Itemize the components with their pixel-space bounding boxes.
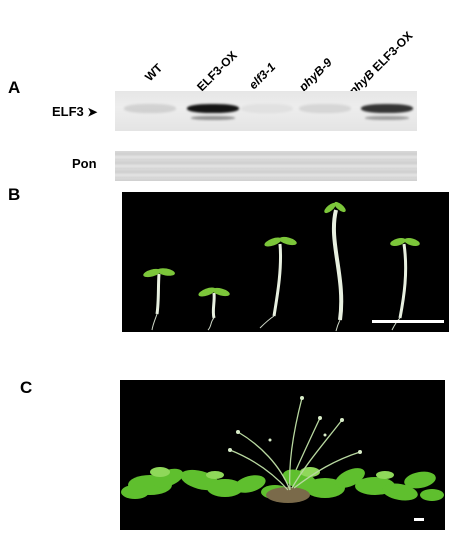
elf3-band: [187, 104, 239, 113]
elf3-band: [241, 104, 293, 113]
arrow-right-icon: ➤: [87, 105, 98, 119]
seedling-elf3-ox: [198, 287, 230, 331]
ponceau-blot: [115, 151, 417, 181]
elf3-secondary-band: [365, 116, 409, 120]
lane-label-phyb-9: phyB-9: [296, 55, 335, 94]
elf3-band: [361, 104, 413, 113]
scale-bar-c: [414, 518, 424, 521]
elf3-row-label: ELF3 ➤: [52, 104, 98, 119]
scale-bar-b: [372, 320, 444, 323]
seedling-wt: [143, 268, 175, 331]
panel-label-a: A: [8, 78, 21, 97]
seedling-illustration: [143, 201, 444, 332]
seedling-elf3-1: [259, 236, 297, 329]
seedling-phyb-elf3-ox: [390, 238, 420, 331]
panel-label-c: C: [20, 378, 33, 397]
lane-label-elf3-1: elf3-1: [246, 59, 279, 92]
elf3-band: [124, 104, 176, 113]
panel-label-b: B: [8, 185, 21, 204]
rosette-photo: [120, 380, 445, 530]
elf3-band: [299, 104, 351, 113]
seedling-phyb-9: [324, 201, 346, 332]
seedling-photo: [122, 192, 449, 332]
lane-label-phyb-elf3-ox: phyB ELF3-OX: [346, 28, 416, 98]
rosette-illustration: [121, 396, 444, 521]
elf3-blot: [115, 91, 417, 131]
lane-label-elf3-ox: ELF3-OX: [194, 48, 240, 94]
elf3-secondary-band: [191, 116, 235, 120]
pon-row-label: Pon: [72, 156, 97, 171]
lane-label-wt: WT: [142, 60, 166, 84]
